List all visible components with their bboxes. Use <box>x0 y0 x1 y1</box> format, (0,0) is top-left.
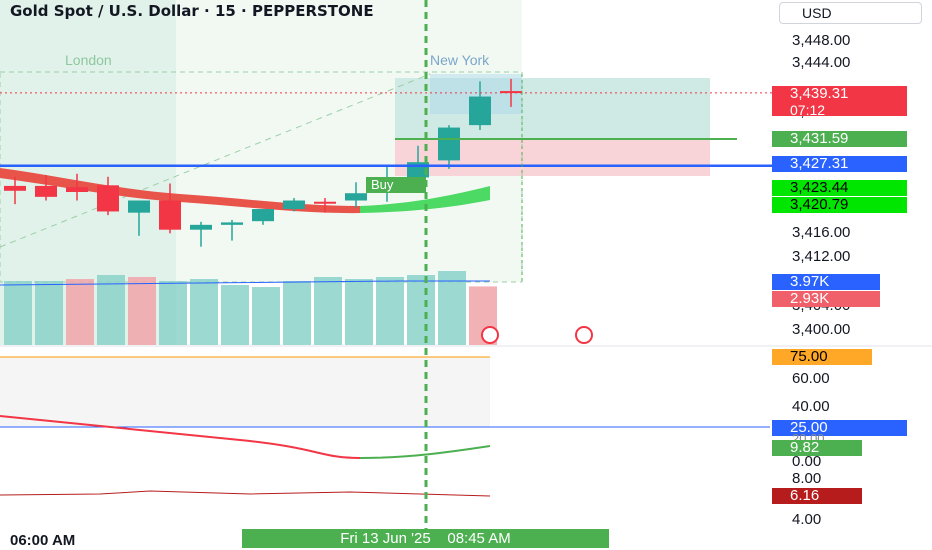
event-flash-icon <box>481 326 499 344</box>
candle-body <box>283 200 305 210</box>
volume-bar <box>407 275 435 345</box>
volume-bar <box>35 281 63 345</box>
osc-tick: 60.00 <box>792 370 830 387</box>
volume-bar <box>66 279 94 345</box>
time-axis-label: 06:00 AM <box>10 532 76 549</box>
osc-band-bg <box>0 357 490 427</box>
buy-marker[interactable]: Buy <box>366 177 426 193</box>
us-flag-icon <box>575 326 593 344</box>
blue-level-label: 3,427.31 <box>772 156 907 172</box>
price-tick: 3,448.00 <box>792 32 851 49</box>
volume-bar <box>314 277 342 345</box>
candle-body <box>66 187 88 192</box>
volume-ma-line <box>0 280 490 286</box>
candle-body <box>4 185 26 191</box>
volume-bar <box>4 281 32 345</box>
volume-bar <box>128 277 156 345</box>
candle-body <box>159 200 181 230</box>
candle-body <box>469 96 491 126</box>
candle-body <box>190 224 212 230</box>
osc-tick: 8.00 <box>792 470 822 487</box>
volume-bar <box>252 287 280 345</box>
countdown: 07:12 <box>790 102 826 118</box>
volume-bar <box>376 277 404 345</box>
candle-body <box>252 209 274 222</box>
candle-body <box>500 91 522 94</box>
price-tick: 3,400.00 <box>792 321 851 338</box>
osc-line-green <box>359 445 491 459</box>
session-london-label: London <box>65 52 112 68</box>
ma-upper-label: 3,423.44 <box>772 180 907 196</box>
candle-body <box>128 200 150 213</box>
volume-down-label: 2.93K <box>772 291 880 307</box>
osc-tick: 40.00 <box>792 398 830 415</box>
osc-lower-value-label: 6.16 <box>772 488 862 504</box>
chart-title: Gold Spot / U.S. Dollar · 15 · PEPPERSTO… <box>10 2 374 20</box>
osc-tick: 4.00 <box>792 511 822 528</box>
session-newyork-label: New York <box>430 52 490 68</box>
candle-body <box>345 193 367 201</box>
volume-up-label: 3.97K <box>772 274 880 290</box>
volume-bar <box>283 281 311 345</box>
ma-ribbon-red <box>0 168 360 214</box>
candle-body <box>35 185 57 197</box>
volume-bar <box>190 279 218 345</box>
osc-line-dark <box>0 490 491 497</box>
current-price: 3,439.31 <box>790 85 849 102</box>
candle-body <box>221 222 243 225</box>
current-price-label: 3,439.31 07:12 <box>772 85 907 118</box>
osc-value-label: 9.82 <box>772 440 862 456</box>
green-level-label: 3,431.59 <box>772 131 907 147</box>
osc-line-red <box>0 415 361 459</box>
price-tick: 3,416.00 <box>792 224 851 241</box>
volume-bar <box>438 271 466 345</box>
osc-lower-band-label: 25.00 <box>772 420 907 436</box>
volume-bar <box>159 281 187 345</box>
candle-body <box>438 127 460 161</box>
volume-bar <box>345 279 373 345</box>
osc-tick: 0.00 <box>792 453 822 470</box>
trend-line <box>0 73 431 248</box>
cursor-time-label: Fri 13 Jun '25 08:45 AM <box>242 529 609 548</box>
price-tick: 3,412.00 <box>792 248 851 265</box>
candle-body <box>97 185 119 212</box>
ma-ribbon-green <box>360 186 490 213</box>
volume-bar <box>97 275 125 345</box>
price-tick: 3,444.00 <box>792 54 851 71</box>
ma-lower-label: 3,420.79 <box>772 197 907 213</box>
osc-upper-band-label: 75.00 <box>772 349 872 365</box>
candle-body <box>314 201 336 204</box>
currency-selector[interactable]: USD <box>779 2 922 24</box>
volume-bar <box>221 285 249 345</box>
